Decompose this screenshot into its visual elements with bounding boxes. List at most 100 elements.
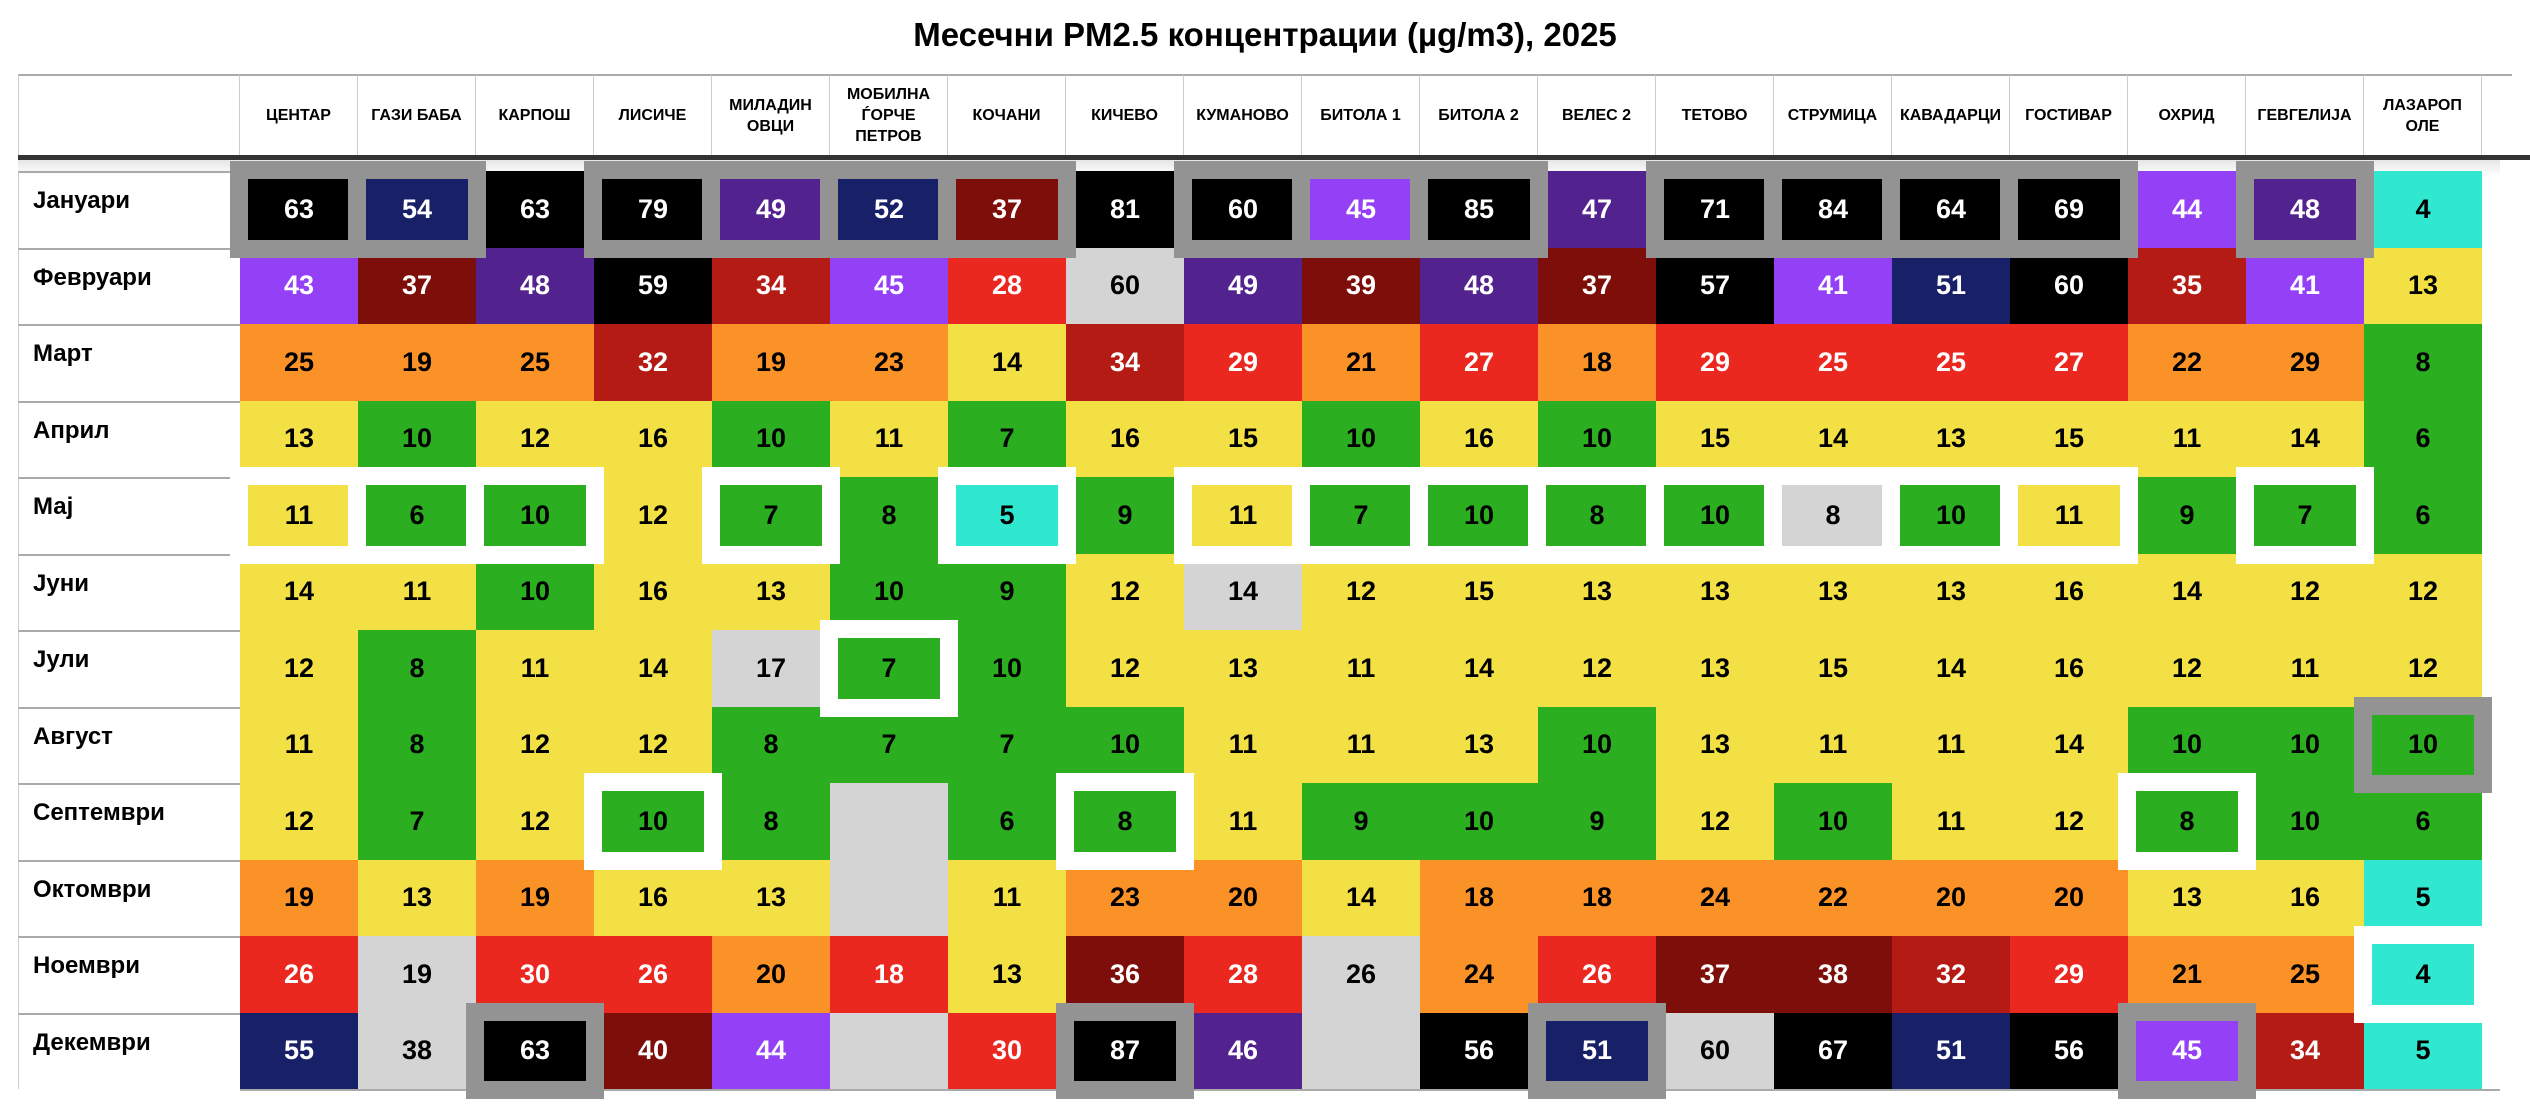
cell-value: 30 bbox=[519, 958, 551, 989]
heatmap-cell: 14 bbox=[1420, 630, 1538, 707]
cell-value: 40 bbox=[637, 1035, 669, 1066]
heatmap-cell: 12 bbox=[476, 400, 594, 477]
heatmap-cell: 11 bbox=[2000, 467, 2138, 564]
cell-value: 57 bbox=[1699, 270, 1731, 301]
max-highlight-frame: 69 bbox=[2000, 161, 2138, 258]
heatmap-cell: 29 bbox=[2246, 324, 2364, 401]
cell-value: 20 bbox=[2053, 882, 2085, 913]
cell-value: 48 bbox=[2289, 193, 2321, 224]
highlighted-cell-fill: 11 bbox=[248, 485, 350, 546]
column-header: ЛАЗАРОП ОЛЕ bbox=[2364, 74, 2482, 155]
cell-value: 14 bbox=[2289, 423, 2321, 454]
heatmap-cell: 19 bbox=[358, 936, 476, 1013]
heatmap-cell: 15 bbox=[1184, 400, 1302, 477]
min-highlight-frame: 7 bbox=[820, 620, 958, 717]
cell-value: 26 bbox=[637, 958, 669, 989]
heatmap-cell: 8 bbox=[712, 783, 830, 860]
heatmap-cell: 84 bbox=[1764, 161, 1902, 258]
cell-value: 12 bbox=[2407, 652, 2439, 683]
cell-value: 15 bbox=[2053, 423, 2085, 454]
column-header: ЛИСИЧЕ bbox=[594, 74, 712, 155]
cell-value: 45 bbox=[873, 270, 905, 301]
header-divider bbox=[18, 155, 2530, 160]
cell-value: 56 bbox=[2053, 1035, 2085, 1066]
min-highlight-frame: 8 bbox=[1056, 773, 1194, 870]
cell-value: 12 bbox=[283, 652, 315, 683]
max-highlight-frame: 51 bbox=[1528, 1002, 1666, 1099]
heatmap-cell: 12 bbox=[476, 783, 594, 860]
heatmap-cell: 18 bbox=[1538, 859, 1656, 936]
heatmap-cell: 4 bbox=[2354, 926, 2492, 1023]
heatmap-cell: 37 bbox=[358, 247, 476, 324]
heatmap-cell: 12 bbox=[240, 630, 358, 707]
heatmap-cell: 10 bbox=[1420, 783, 1538, 860]
heatmap-cell: 23 bbox=[830, 324, 948, 401]
cell-value: 36 bbox=[1109, 958, 1141, 989]
heatmap-cell: 11 bbox=[2246, 630, 2364, 707]
cell-value: 23 bbox=[873, 346, 905, 377]
heatmap-cell: 10 bbox=[1538, 400, 1656, 477]
cell-value: 9 bbox=[2179, 499, 2195, 530]
heatmap-cell: 24 bbox=[1420, 936, 1538, 1013]
heatmap-cell: 12 bbox=[2010, 783, 2128, 860]
cell-value: 10 bbox=[873, 576, 905, 607]
heatmap-cell bbox=[830, 783, 948, 860]
cell-value: 16 bbox=[1463, 423, 1495, 454]
min-highlight-frame: 7 bbox=[1292, 467, 1430, 564]
heatmap-cell: 81 bbox=[1066, 171, 1184, 248]
cell-value: 38 bbox=[401, 1035, 433, 1066]
cell-value: 20 bbox=[755, 958, 787, 989]
cell-value: 11 bbox=[2172, 423, 2202, 454]
cell-value: 18 bbox=[873, 958, 905, 989]
heatmap-cell: 85 bbox=[1410, 161, 1548, 258]
cell-value: 7 bbox=[2297, 499, 2313, 530]
cell-value: 12 bbox=[637, 729, 669, 760]
cell-value: 12 bbox=[637, 499, 669, 530]
max-highlight-frame: 63 bbox=[230, 161, 368, 258]
cell-value: 17 bbox=[755, 652, 787, 683]
cell-value: 5 bbox=[999, 499, 1015, 530]
cell-value: 13 bbox=[1463, 729, 1495, 760]
cell-value: 13 bbox=[2407, 270, 2439, 301]
heatmap-cell: 12 bbox=[1656, 783, 1774, 860]
cell-value: 11 bbox=[402, 576, 432, 607]
column-header: СТРУМИЦА bbox=[1774, 74, 1892, 155]
cell-value: 11 bbox=[520, 652, 550, 683]
heatmap-cell: 60 bbox=[1066, 247, 1184, 324]
cell-value: 10 bbox=[1935, 499, 1967, 530]
heatmap-cell: 10 bbox=[830, 553, 948, 630]
highlighted-cell-fill: 52 bbox=[838, 179, 940, 240]
cell-value: 11 bbox=[1936, 805, 1966, 836]
cell-value: 60 bbox=[1109, 270, 1141, 301]
row-label: Февруари bbox=[18, 247, 240, 324]
cell-value: 49 bbox=[755, 193, 787, 224]
heatmap-cell: 26 bbox=[240, 936, 358, 1013]
highlighted-cell-fill: 69 bbox=[2018, 179, 2120, 240]
column-header: КАРПОШ bbox=[476, 74, 594, 155]
cell-value: 37 bbox=[401, 270, 433, 301]
cell-value: 16 bbox=[2289, 882, 2321, 913]
heatmap-cell: 39 bbox=[1302, 247, 1420, 324]
heatmap-cell: 51 bbox=[1528, 1002, 1666, 1099]
heatmap-cell: 10 bbox=[476, 553, 594, 630]
cell-value: 12 bbox=[1345, 576, 1377, 607]
heatmap-cell: 13 bbox=[2364, 247, 2482, 324]
heatmap-cell: 13 bbox=[1184, 630, 1302, 707]
highlighted-cell-fill: 5 bbox=[956, 485, 1058, 546]
heatmap-cell: 12 bbox=[594, 477, 712, 554]
cell-value: 84 bbox=[1817, 193, 1849, 224]
heatmap-cell: 6 bbox=[2364, 477, 2482, 554]
heatmap-cell: 12 bbox=[1066, 630, 1184, 707]
max-highlight-frame: 49 bbox=[702, 161, 840, 258]
heatmap-cell: 32 bbox=[594, 324, 712, 401]
cell-value: 14 bbox=[637, 652, 669, 683]
max-highlight-frame: 37 bbox=[938, 161, 1076, 258]
column-header: КИЧЕВО bbox=[1066, 74, 1184, 155]
heatmap-cell: 13 bbox=[948, 936, 1066, 1013]
cell-value: 15 bbox=[1463, 576, 1495, 607]
heatmap-cell: 11 bbox=[1302, 630, 1420, 707]
heatmap-cell: 10 bbox=[466, 467, 604, 564]
cell-value: 10 bbox=[637, 805, 669, 836]
heatmap-cell: 13 bbox=[1774, 553, 1892, 630]
heatmap-cell: 13 bbox=[1892, 400, 2010, 477]
